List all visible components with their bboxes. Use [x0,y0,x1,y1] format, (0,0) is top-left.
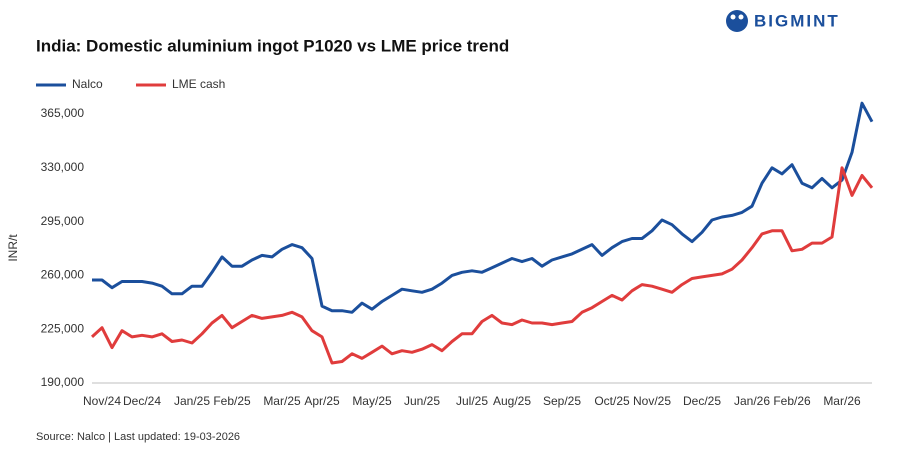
logo-icon-dot [730,14,736,20]
series-line [92,101,874,314]
y-tick-label: 225,000 [41,321,85,335]
x-tick-label: Nov/25 [633,394,671,408]
chart-title: India: Domestic aluminium ingot P1020 vs… [36,36,509,55]
source: Source: Nalco | Last updated: 19-03-2026 [36,431,240,443]
x-tick-label: Oct/25 [594,394,630,408]
logo-text: BIGMINT [754,11,840,30]
y-tick-label: 365,000 [41,106,85,120]
x-tick-label: Jun/25 [404,394,440,408]
x-tick-label: Dec/25 [683,394,721,408]
x-tick-label: Jan/25 [174,394,210,408]
x-tick-label: Dec/24 [123,394,161,408]
y-axis-label: INR/t [6,234,20,262]
y-tick-label: 330,000 [41,160,85,174]
y-tick-label: 295,000 [41,214,85,228]
x-tick-label: Feb/25 [213,394,251,408]
x-tick-label: Feb/26 [773,394,811,408]
x-tick-label: Jul/25 [456,394,488,408]
logo-icon-dot [738,14,744,20]
x-tick-label: May/25 [352,394,392,408]
legend-label: Nalco [72,77,103,91]
logo-icon [726,10,748,32]
series-line [90,166,874,365]
x-tick-label: Apr/25 [304,394,340,408]
logo: BIGMINT [726,10,840,32]
x-tick-label: Nov/24 [83,394,121,408]
x-tick-label: Sep/25 [543,394,581,408]
x-tick-label: Mar/26 [823,394,861,408]
y-tick-label: 190,000 [41,375,85,389]
y-tick-label: 260,000 [41,268,85,282]
x-tick-label: Mar/25 [263,394,301,408]
legend-label: LME cash [172,77,225,91]
x-tick-label: Jan/26 [734,394,770,408]
x-tick-label: Aug/25 [493,394,531,408]
